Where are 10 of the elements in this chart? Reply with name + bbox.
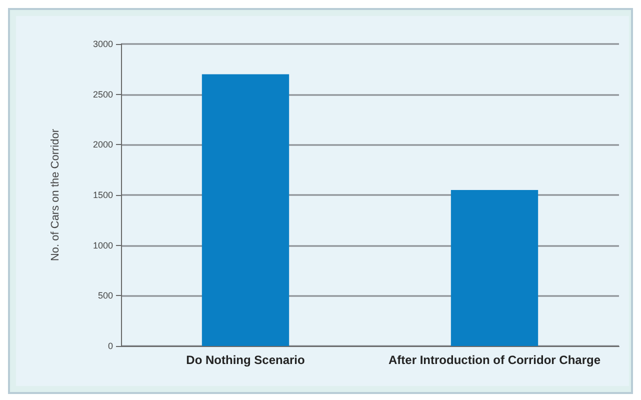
x-tick-label: After Introduction of Corridor Charge xyxy=(388,353,601,367)
y-tick-label: 2500 xyxy=(92,89,113,100)
y-tick-label: 2000 xyxy=(92,140,113,150)
y-tick-label: 1000 xyxy=(92,240,113,250)
y-tick-label: 1500 xyxy=(92,190,113,200)
y-tick-label: 0 xyxy=(108,341,113,351)
y-tick-label: 500 xyxy=(98,290,113,301)
x-tick-label: Do Nothing Scenario xyxy=(186,353,305,367)
y-axis-title: No. of Cars on the Corridor xyxy=(50,128,62,262)
y-tick-label: 3000 xyxy=(92,39,113,49)
